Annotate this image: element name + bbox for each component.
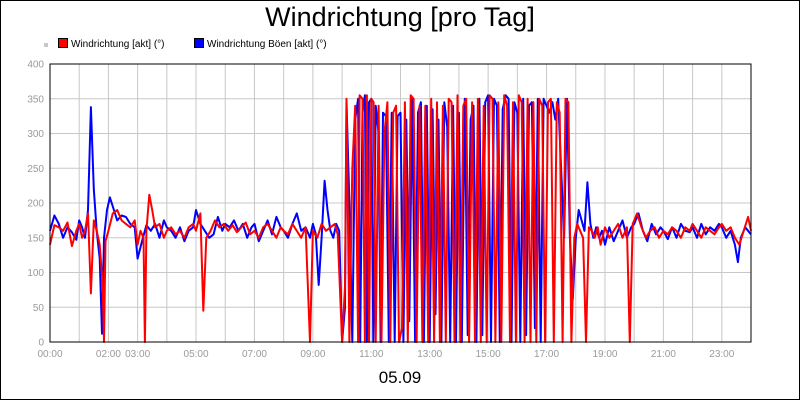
chart-title: Windrichtung [pro Tag] — [265, 2, 535, 32]
x-tick-label: 05:00 — [184, 349, 209, 360]
legend-marker-icon — [44, 43, 48, 47]
y-tick-label: 150 — [27, 233, 44, 244]
date-label: 05.09 — [378, 368, 422, 387]
x-tick-label: 17:00 — [534, 349, 559, 360]
x-tick-label: 19:00 — [592, 349, 617, 360]
x-tick-label: 11:00 — [359, 349, 384, 360]
y-axis-ticks: 0 50 100 150 200 250 300 350 400 — [27, 60, 44, 349]
x-axis-ticks: 00:00 02:00 03:00 05:00 07:00 09:00 11:00 13:00… — [37, 349, 734, 360]
legend-label-windrichtung-boeen: Windrichtung Böen [akt] (°) — [207, 39, 327, 50]
y-tick-label: 100 — [27, 268, 44, 279]
plot-border — [49, 63, 752, 343]
y-tick-label: 300 — [27, 129, 44, 140]
x-tick-label: 09:00 — [300, 349, 325, 360]
x-tick-label: 00:00 — [37, 349, 62, 360]
y-tick-label: 250 — [27, 164, 44, 175]
y-tick-label: 350 — [27, 94, 44, 105]
x-tick-label: 23:00 — [709, 349, 734, 360]
legend-item-windrichtung: Windrichtung [akt] (°) — [58, 38, 164, 50]
series-line-0 — [49, 94, 752, 343]
x-tick-label: 07:00 — [242, 349, 267, 360]
x-tick-label: 02:00 — [96, 349, 121, 360]
y-tick-label: 0 — [38, 338, 44, 349]
y-tick-label: 50 — [33, 303, 45, 314]
y-tick-label: 400 — [27, 60, 44, 71]
x-tick-label: 13:00 — [417, 349, 442, 360]
y-tick-label: 200 — [27, 199, 44, 210]
legend-item-windrichtung-boeen: Windrichtung Böen [akt] (°) — [194, 38, 327, 50]
x-tick-label: 15:00 — [476, 349, 501, 360]
legend-swatch-blue — [194, 38, 204, 48]
legend-swatch-red — [58, 38, 68, 48]
x-tick-label: 21:00 — [651, 349, 676, 360]
grid — [49, 63, 752, 343]
x-tick-label: 03:00 — [125, 349, 150, 360]
legend-label-windrichtung: Windrichtung [akt] (°) — [71, 39, 165, 50]
